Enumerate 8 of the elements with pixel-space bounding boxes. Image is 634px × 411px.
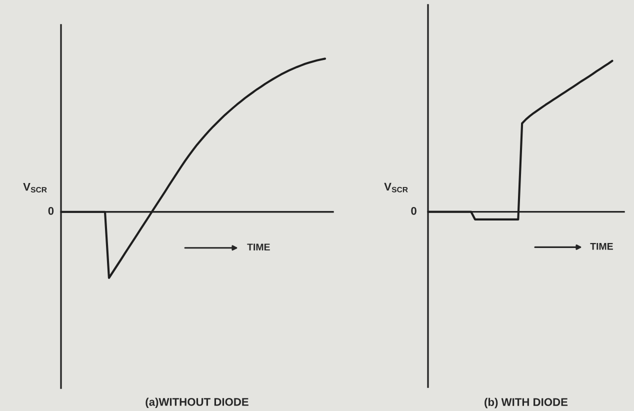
text: 0 xyxy=(48,206,54,215)
x-axis-title: TIME xyxy=(247,244,270,250)
text: 0 xyxy=(411,206,416,215)
y-axis-title: V$_{SCR}$ xyxy=(23,183,47,192)
x-axis-title: TIME xyxy=(590,243,613,250)
text: (a)WITHOUT DIODE xyxy=(146,398,248,408)
y-axis-title: V$_{SCR}$ xyxy=(384,182,408,192)
text: (b) WITH DIODE xyxy=(484,398,568,408)
